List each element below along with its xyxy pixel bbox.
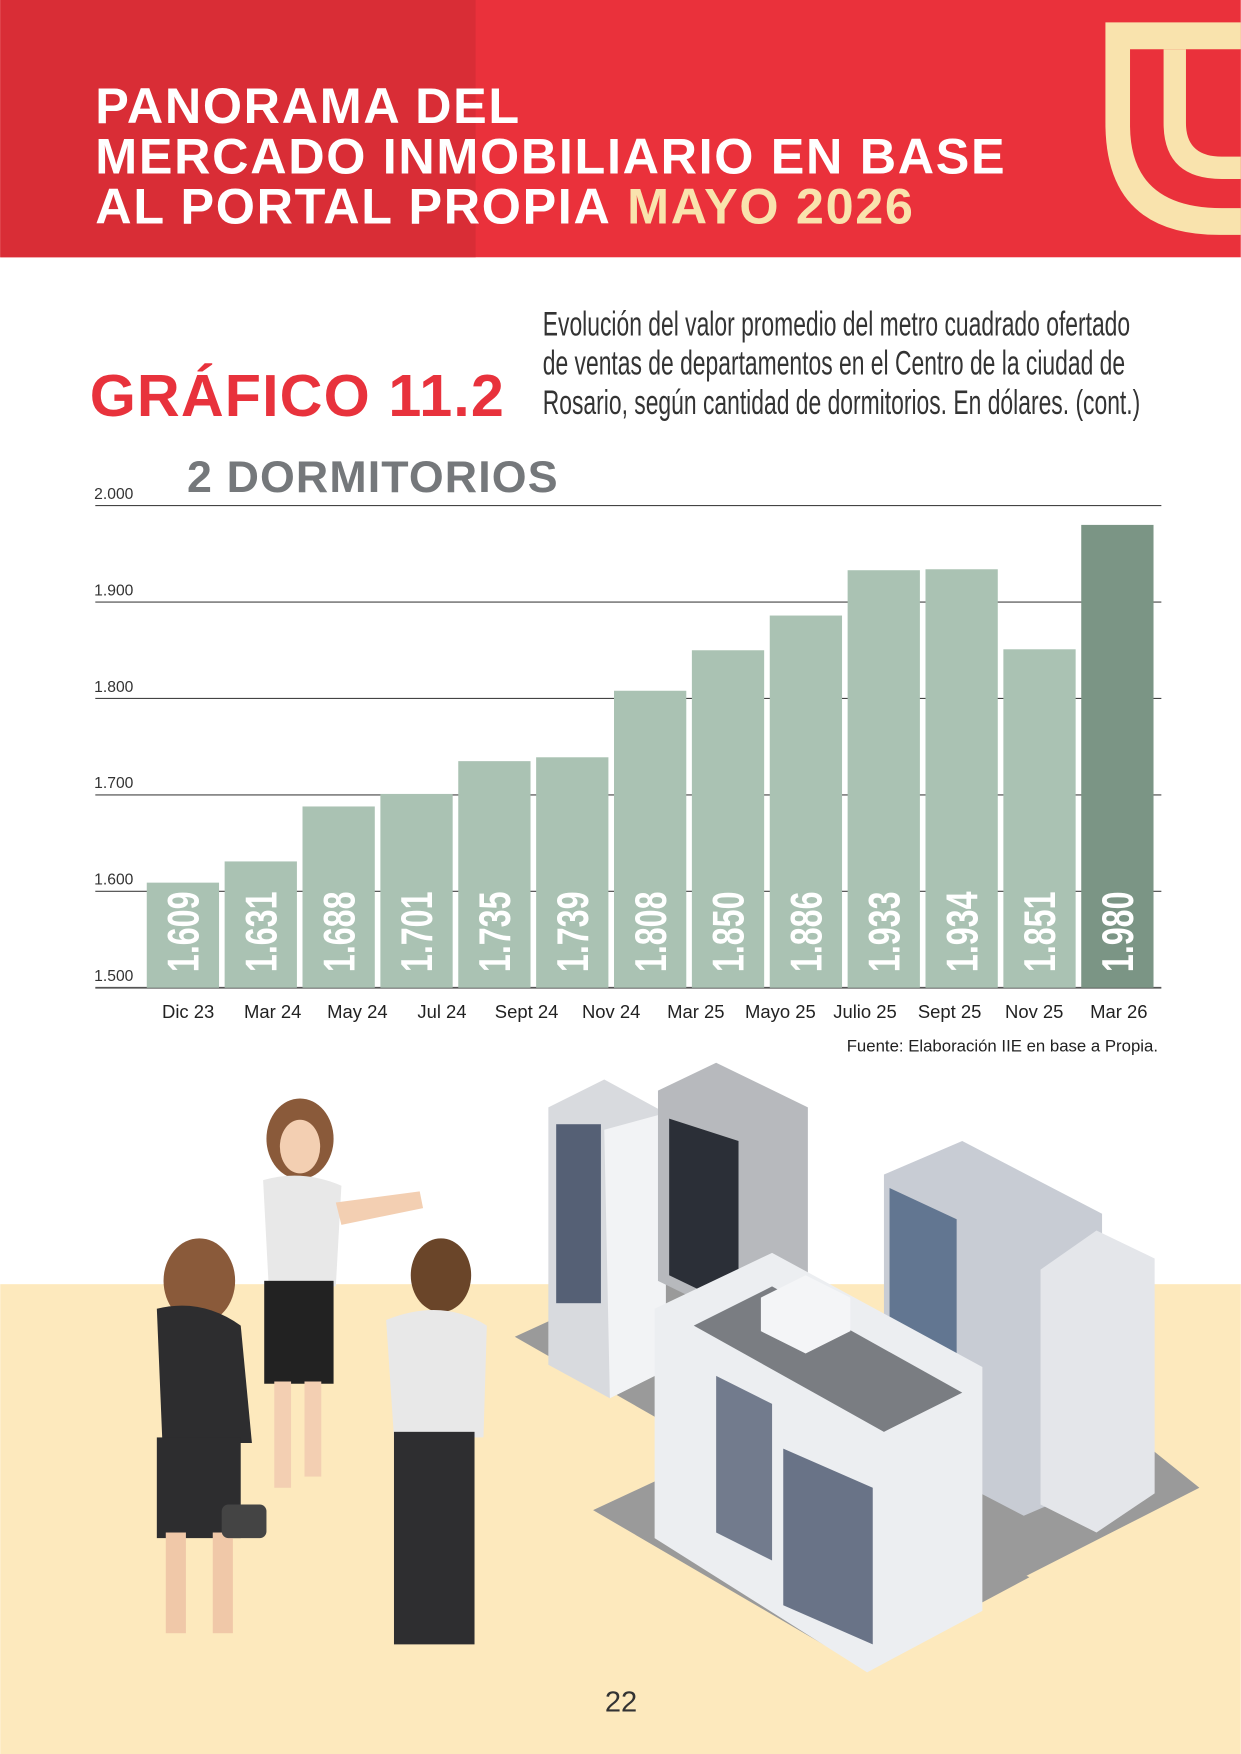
value-label: 1.609 [160,891,209,972]
title-text: AL PORTAL PROPIA [95,178,611,235]
title-text: PANORAMA DEL [95,77,521,134]
page-number: 22 [605,1686,637,1718]
building [1040,1230,1155,1533]
logo [1105,22,1241,235]
x-tick-label: Sept 25 [918,1001,982,1022]
bar [925,569,998,988]
x-tick-label: Mar 26 [1090,1001,1147,1022]
building-facade [669,1118,739,1309]
value-label: 1.808 [627,891,676,972]
y-tick-label: 1.600 [94,872,133,889]
bar [847,570,920,988]
value-label: 1.688 [315,891,364,972]
bar [224,861,297,988]
x-tick-label: Julio 25 [833,1001,897,1022]
y-tick-label: 1.500 [94,968,133,985]
description-line: de ventas de departamentos en el Centro … [543,344,1125,383]
y-tick-label: 2.000 [94,486,133,503]
x-tick-label: Mar 24 [244,1001,301,1022]
title-line: PANORAMA DEL [95,77,521,134]
section-description: Evolución del valor promedio del metro c… [543,305,1140,422]
bar [458,761,531,988]
windows [783,1448,873,1645]
value-label: 1.631 [237,891,286,972]
y-tick-label: 1.700 [94,775,133,792]
x-tick-label: Nov 24 [582,1001,640,1022]
chart: 1.500 1.600 1.700 1.800 1.900 2.000 1.609 1.631… [94,486,1162,1022]
bar [146,882,220,988]
y-tick-label: 1.800 [94,679,133,696]
illustration [0,1062,1241,1754]
bar [380,793,453,988]
bar [302,806,375,988]
person [386,1238,487,1645]
title-highlight: MAYO 2026 [627,178,914,235]
bar [1003,649,1076,988]
building-side [604,1113,666,1399]
chart-title: 2 DORMITORIOS [187,452,559,502]
x-tick-label: Sept 24 [495,1001,559,1022]
y-tick-label: 1.900 [94,582,133,599]
person [263,1098,424,1488]
value-label: 1.934 [938,891,987,972]
header-band-left [0,0,476,258]
source-note: Fuente: Elaboración IIE en base a Propia… [847,1037,1158,1056]
description-line: Evolución del valor promedio del metro c… [543,305,1130,344]
value-label: 1.851 [1016,891,1065,972]
building [654,1252,983,1673]
windows [556,1124,601,1304]
section-label: GRÁFICO 11.2 [90,362,505,429]
x-tick-label: Nov 25 [1005,1001,1063,1022]
bar [536,757,609,988]
value-label: 1.886 [783,891,832,972]
x-tick-label: Jul 24 [417,1001,466,1022]
value-label: 1.739 [549,891,598,972]
title-line: AL PORTAL PROPIA MAYO 2026 [95,178,914,235]
x-tick-label: Dic 23 [162,1001,214,1022]
roof-block [760,1275,851,1354]
bar [769,615,843,988]
bar [1081,524,1154,988]
windows [716,1375,773,1561]
value-label: 1.850 [705,891,754,972]
value-label: 1.735 [471,891,520,972]
title-line: MERCADO INMOBILIARIO EN BASE [95,127,1006,184]
value-label: 1.980 [1094,891,1143,972]
bar [691,650,765,988]
value-label: 1.701 [393,891,442,972]
value-label: 1.933 [860,891,909,972]
title-text: MERCADO INMOBILIARIO EN BASE [95,127,1006,184]
bar [614,690,687,988]
description-line: Rosario, según cantidad de dormitorios. … [543,383,1140,422]
x-tick-label: Mar 25 [667,1001,724,1022]
x-tick-label: May 24 [327,1001,387,1022]
person [156,1238,267,1634]
x-tick-label: Mayo 25 [745,1001,816,1022]
